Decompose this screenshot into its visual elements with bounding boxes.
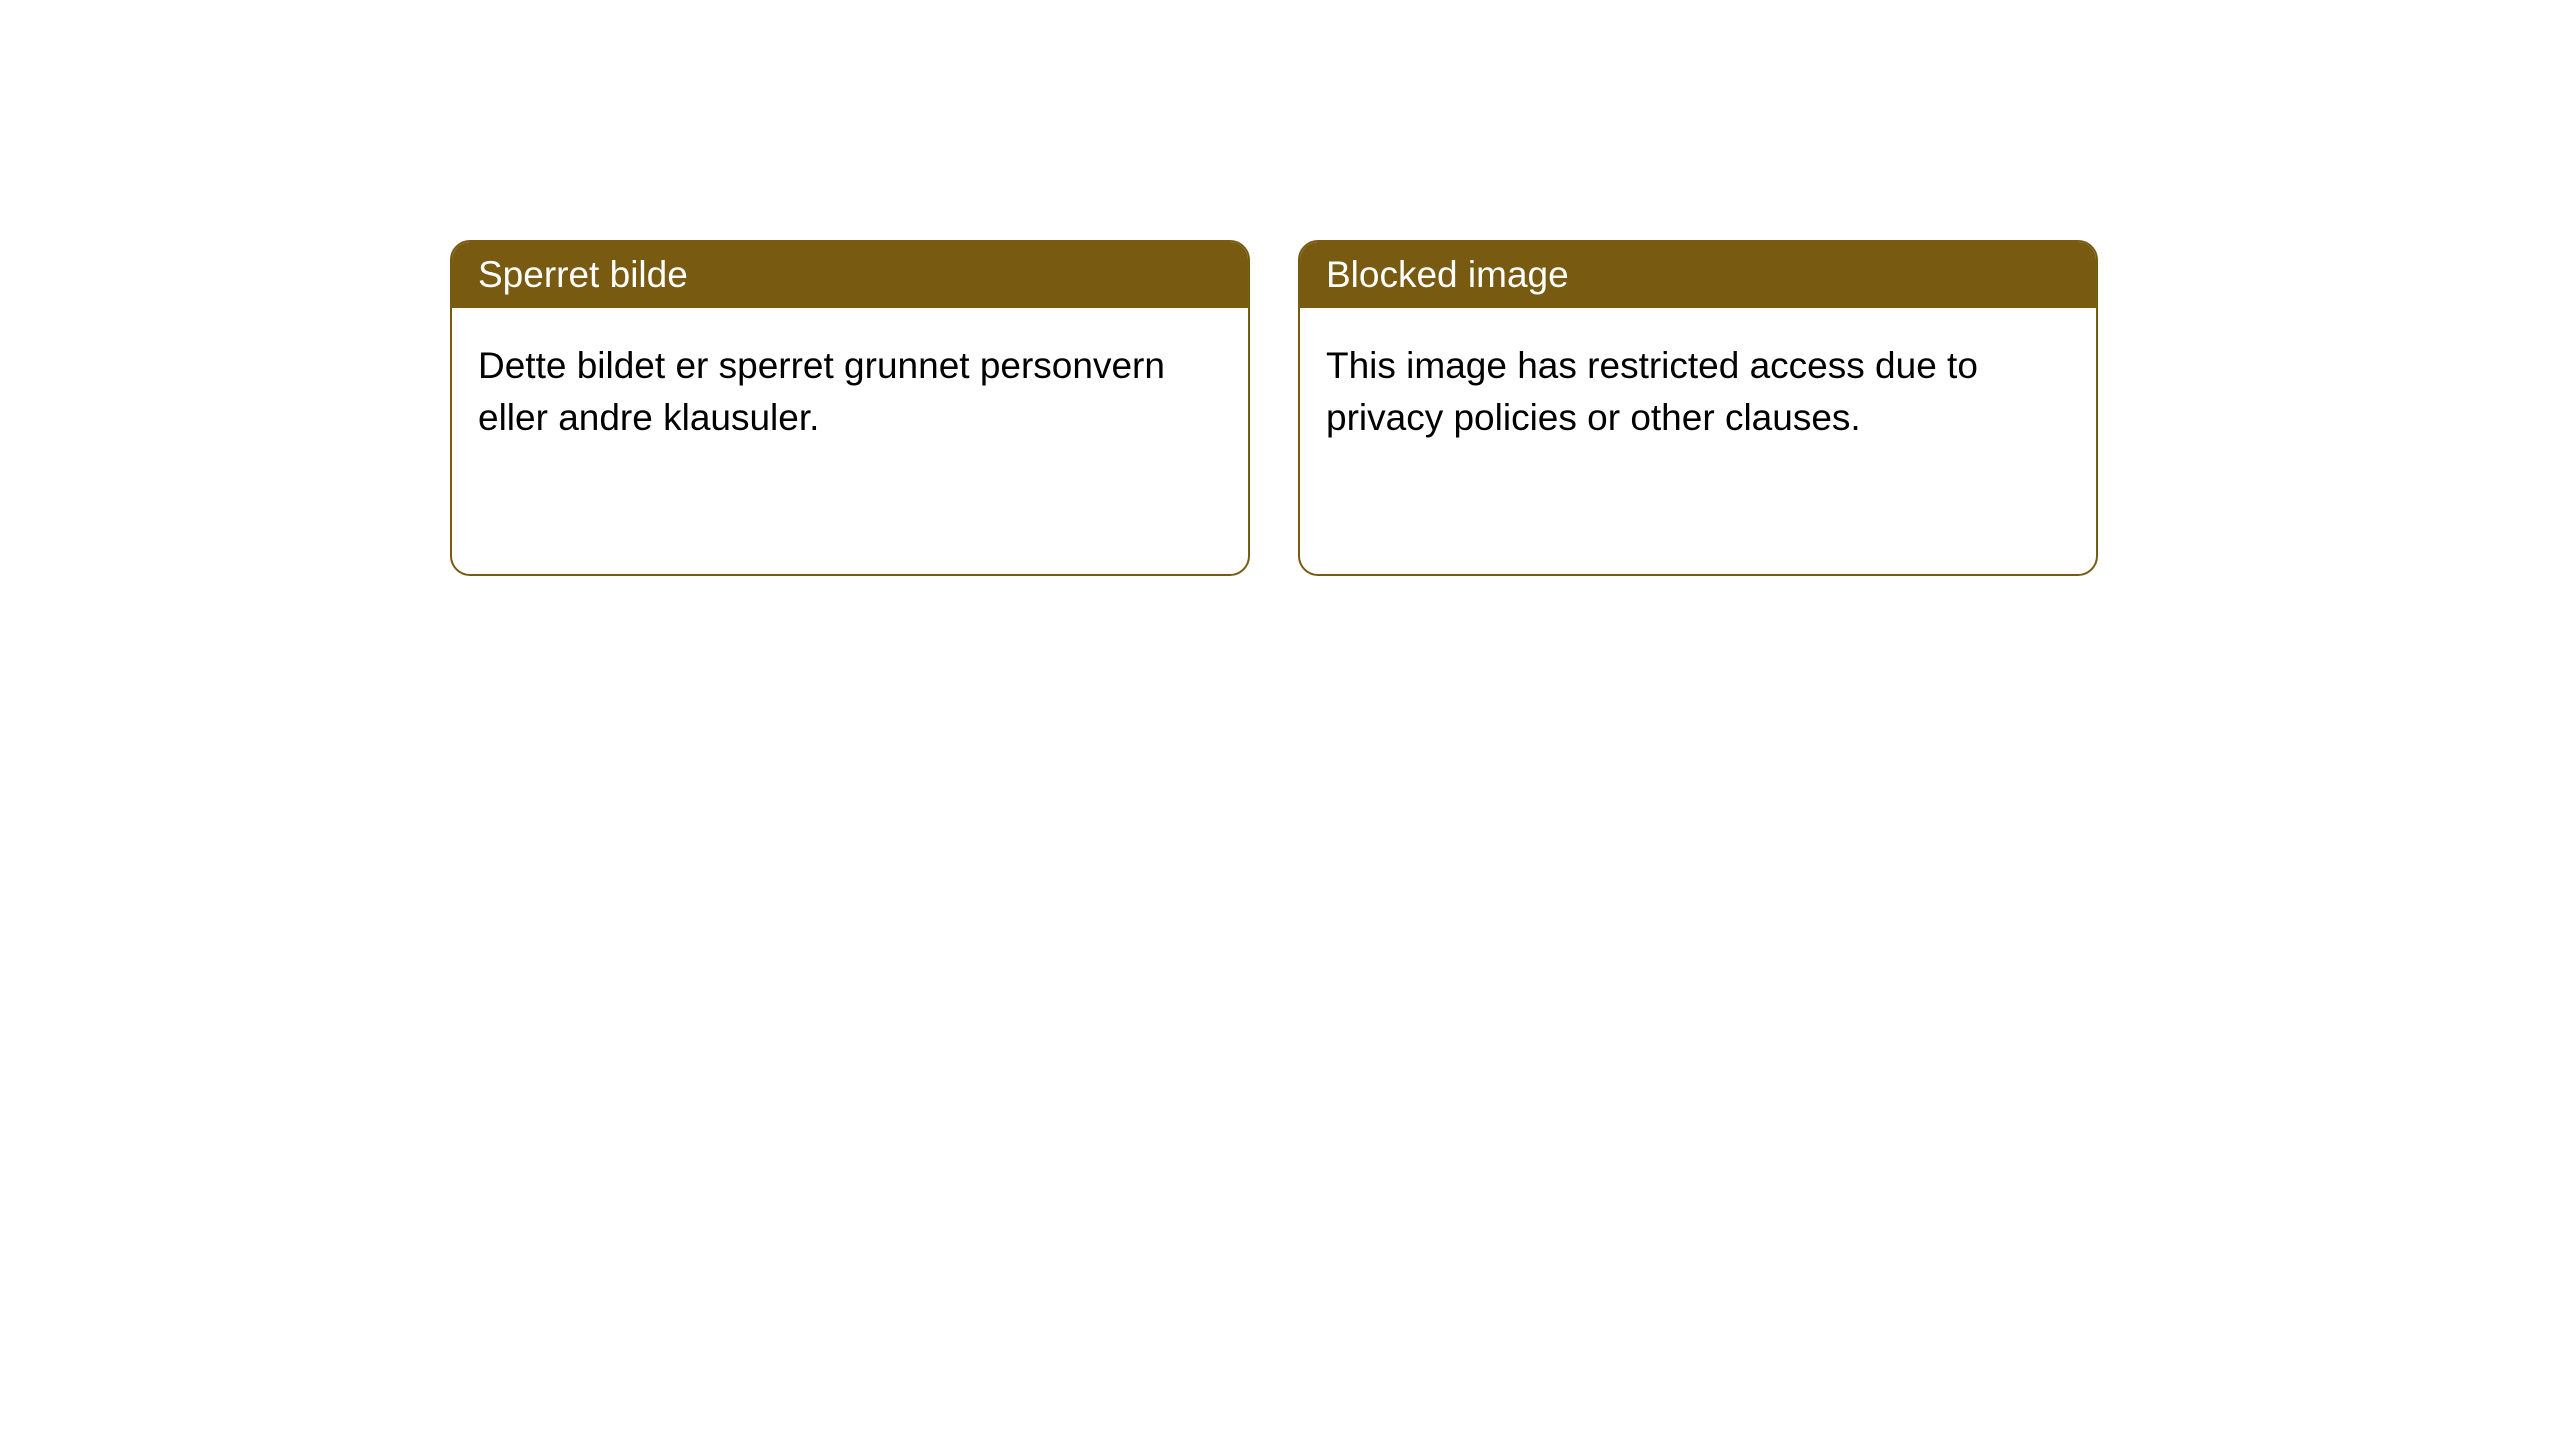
card-body-text: Dette bildet er sperret grunnet personve… [478,345,1165,438]
card-body-english: This image has restricted access due to … [1300,308,2096,476]
card-header-text: Sperret bilde [478,254,688,295]
card-container: Sperret bilde Dette bildet er sperret gr… [0,0,2560,576]
blocked-image-card-norwegian: Sperret bilde Dette bildet er sperret gr… [450,240,1250,576]
card-body-norwegian: Dette bildet er sperret grunnet personve… [452,308,1248,476]
card-header-norwegian: Sperret bilde [452,242,1248,308]
card-header-english: Blocked image [1300,242,2096,308]
card-body-text: This image has restricted access due to … [1326,345,1978,438]
card-header-text: Blocked image [1326,254,1569,295]
blocked-image-card-english: Blocked image This image has restricted … [1298,240,2098,576]
